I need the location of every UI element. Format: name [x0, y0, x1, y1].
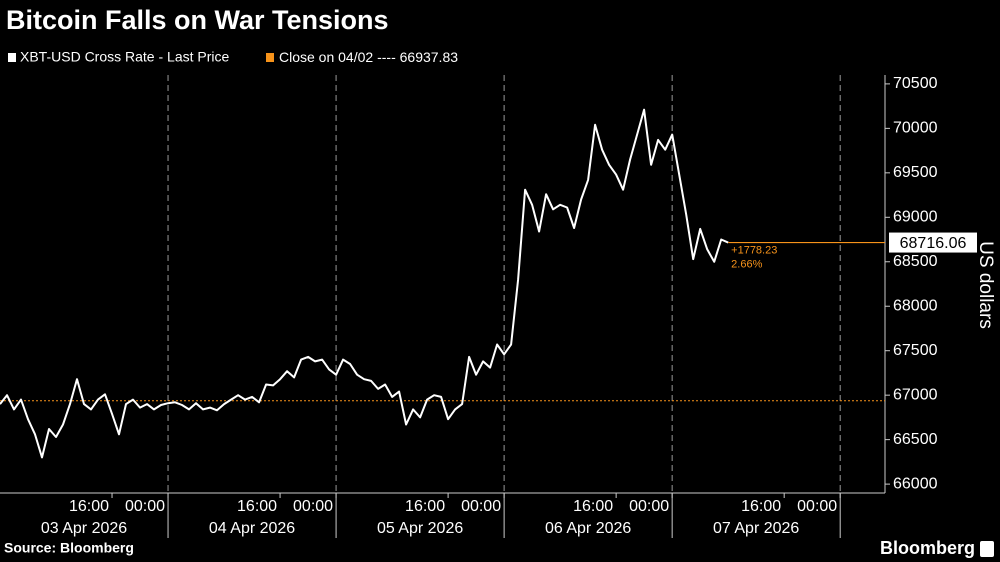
legend-swatch — [266, 53, 274, 62]
x-tick-label: 16:00 — [69, 498, 109, 515]
y-tick-label: 67500 — [893, 342, 938, 359]
y-tick-label: 69500 — [893, 164, 938, 181]
legend-value: 66937.83 — [400, 49, 459, 65]
y-tick-label: 67000 — [893, 386, 938, 403]
legend-label: XBT-USD Cross Rate - Last Price — [20, 49, 229, 65]
day-label: 06 Apr 2026 — [545, 520, 631, 537]
x-tick-label: 16:00 — [237, 498, 277, 515]
y-tick-label: 66500 — [893, 431, 938, 448]
legend-label: Close on 04/02 — [279, 49, 373, 65]
chart-title: Bitcoin Falls on War Tensions — [6, 5, 389, 35]
y-tick-label: 68000 — [893, 297, 938, 314]
x-tick-label: 00:00 — [125, 498, 165, 515]
last-price-label: 68716.06 — [900, 235, 967, 252]
source: Source: Bloomberg — [4, 540, 134, 556]
last-price-box — [889, 232, 977, 253]
price-line — [0, 108, 729, 459]
x-tick-label: 00:00 — [461, 498, 501, 515]
y-tick-label: 69000 — [893, 209, 938, 226]
x-tick-label: 16:00 — [573, 498, 613, 515]
y-axis-title: US dollars — [975, 241, 996, 329]
x-tick-label: 00:00 — [629, 498, 669, 515]
legend-separator: ---- — [377, 49, 396, 65]
x-tick-label: 00:00 — [797, 498, 837, 515]
x-tick-label: 00:00 — [293, 498, 333, 515]
y-tick-label: 70000 — [893, 120, 938, 137]
legend-swatch — [8, 53, 16, 62]
x-tick-label: 16:00 — [405, 498, 445, 515]
day-label: 07 Apr 2026 — [713, 520, 799, 537]
x-tick-label: 16:00 — [741, 498, 781, 515]
day-label: 03 Apr 2026 — [41, 520, 127, 537]
y-tick-label: 68500 — [893, 253, 938, 270]
legend-label: Close on 04/02 ---- 66937.83 — [279, 49, 458, 65]
day-label: 05 Apr 2026 — [377, 520, 463, 537]
change-label: +1778.23 — [731, 244, 777, 256]
brand: Bloomberg — [880, 538, 975, 558]
day-label: 04 Apr 2026 — [209, 520, 295, 537]
y-tick-label: 66000 — [893, 475, 938, 492]
brand-icon — [980, 541, 994, 557]
change-pct-label: 2.66% — [731, 258, 762, 270]
y-tick-label: 70500 — [893, 75, 938, 92]
